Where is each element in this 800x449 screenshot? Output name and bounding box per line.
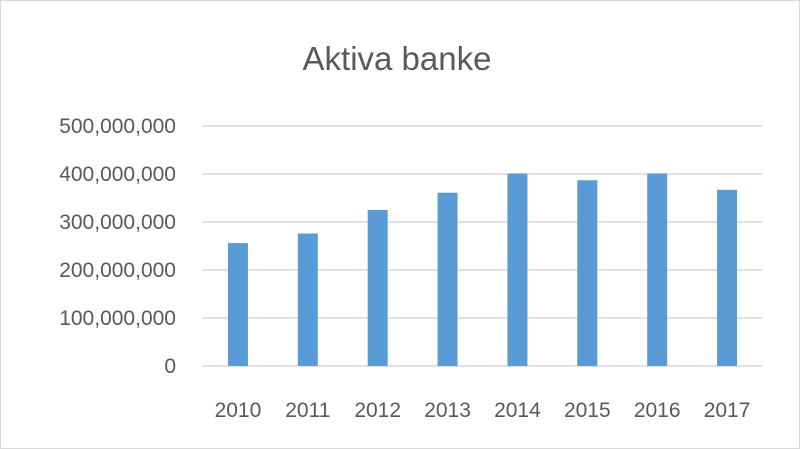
x-tick-label: 2017 <box>704 399 751 422</box>
x-tick-label: 2012 <box>354 399 401 422</box>
y-tick-label: 300,000,000 <box>59 211 176 234</box>
x-tick-label: 2016 <box>634 399 681 422</box>
x-tick-label: 2011 <box>285 399 330 422</box>
bar-2017 <box>717 189 738 366</box>
x-tick-label: 2015 <box>564 399 611 422</box>
x-tick-label: 2010 <box>215 399 262 422</box>
chart-title: Aktiva banke <box>303 40 492 77</box>
y-tick-label: 500,000,000 <box>59 115 176 138</box>
bar-2012 <box>367 210 388 366</box>
y-tick-label: 400,000,000 <box>59 163 176 186</box>
bar-2010 <box>227 243 248 366</box>
bar-2011 <box>297 233 318 366</box>
bar-2014 <box>507 173 528 366</box>
x-tick-label: 2014 <box>494 399 541 422</box>
bar-2013 <box>437 192 458 366</box>
x-tick-label: 2013 <box>424 399 471 422</box>
y-tick-label: 0 <box>164 355 176 378</box>
bar-2016 <box>647 173 668 366</box>
y-tick-label: 200,000,000 <box>59 259 176 282</box>
bar-2015 <box>577 180 598 366</box>
y-tick-label: 100,000,000 <box>59 307 176 330</box>
